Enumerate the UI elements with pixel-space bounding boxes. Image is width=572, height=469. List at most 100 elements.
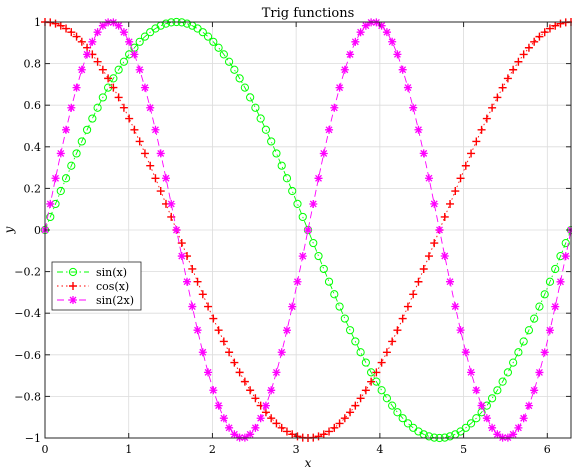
data-point <box>535 32 544 41</box>
data-point <box>246 93 255 102</box>
data-point <box>230 358 239 367</box>
legend-label: cos(x) <box>96 280 129 293</box>
data-point <box>545 326 554 335</box>
data-point <box>446 199 455 208</box>
data-point <box>88 37 97 46</box>
data-point <box>214 401 223 410</box>
y-tick-label: 1 <box>34 16 41 29</box>
data-point <box>519 337 528 346</box>
y-tick-label: −0.2 <box>14 266 41 279</box>
data-point <box>540 290 549 299</box>
data-point <box>377 21 386 30</box>
data-point <box>382 348 391 357</box>
y-tick-label: 0.2 <box>24 182 42 195</box>
y-axis-label: y <box>2 226 16 234</box>
data-point <box>414 125 423 134</box>
data-point <box>309 238 318 248</box>
data-point <box>325 125 334 134</box>
data-point <box>519 414 528 423</box>
data-point <box>482 414 491 423</box>
data-point <box>277 423 286 432</box>
data-point <box>61 174 71 183</box>
data-point <box>488 103 497 112</box>
data-point <box>140 83 149 92</box>
data-point <box>67 161 76 170</box>
data-point <box>214 326 223 335</box>
data-point <box>135 37 144 46</box>
data-point <box>261 401 270 410</box>
y-tick-label: −1 <box>25 432 41 445</box>
x-tick-label: 1 <box>125 443 132 456</box>
data-point <box>561 238 570 248</box>
data-point <box>46 212 55 222</box>
data-point <box>267 414 276 423</box>
data-point <box>188 264 197 273</box>
data-point <box>403 302 412 311</box>
data-point <box>188 302 197 311</box>
data-point <box>272 149 281 158</box>
data-point <box>177 252 186 261</box>
data-point <box>377 358 386 367</box>
data-point <box>119 28 128 37</box>
x-tick-label: 4 <box>376 443 383 456</box>
data-point <box>230 65 239 74</box>
data-point <box>477 125 486 134</box>
data-point <box>424 432 434 441</box>
data-point <box>56 186 65 196</box>
data-point <box>461 161 470 170</box>
data-point <box>388 337 397 346</box>
data-point <box>430 239 439 248</box>
data-point <box>193 277 202 286</box>
data-point <box>330 423 339 432</box>
data-point <box>435 225 444 234</box>
data-point <box>330 290 339 299</box>
data-point <box>167 199 176 208</box>
data-point <box>472 386 481 395</box>
data-point <box>409 103 418 112</box>
data-point <box>119 103 128 112</box>
data-point <box>514 348 523 357</box>
data-point <box>272 419 281 428</box>
data-point <box>498 83 507 92</box>
data-point <box>277 161 286 170</box>
data-point <box>98 93 107 102</box>
data-point <box>219 414 228 423</box>
data-point <box>361 358 370 367</box>
data-point <box>56 21 65 30</box>
y-tick-label: 0.8 <box>24 58 42 71</box>
data-point <box>424 174 433 183</box>
data-point <box>314 174 323 183</box>
data-point <box>545 277 555 286</box>
data-point <box>209 37 218 46</box>
data-point <box>114 65 123 74</box>
data-point <box>446 277 455 286</box>
data-point <box>403 419 413 428</box>
data-point <box>83 50 92 59</box>
data-point <box>445 432 455 441</box>
data-point <box>472 414 481 423</box>
legend-label: sin(x) <box>96 266 127 279</box>
data-point <box>88 114 97 123</box>
data-point <box>335 83 344 92</box>
data-point <box>556 277 565 286</box>
data-point <box>519 50 528 59</box>
data-point <box>72 32 81 41</box>
data-point <box>340 414 349 423</box>
data-point <box>304 226 312 235</box>
data-point <box>351 37 360 46</box>
data-point <box>277 348 286 357</box>
data-point <box>93 103 102 112</box>
data-point <box>293 277 302 286</box>
data-point <box>98 65 107 74</box>
data-point <box>319 264 328 274</box>
data-point <box>524 401 533 410</box>
data-point <box>356 394 365 403</box>
data-point <box>204 302 213 311</box>
data-point <box>62 24 71 33</box>
data-point <box>182 19 192 28</box>
y-tick-label: 0.4 <box>24 141 42 154</box>
data-point <box>198 290 207 299</box>
data-point <box>135 65 144 74</box>
data-point <box>556 19 565 28</box>
data-point <box>261 125 271 134</box>
